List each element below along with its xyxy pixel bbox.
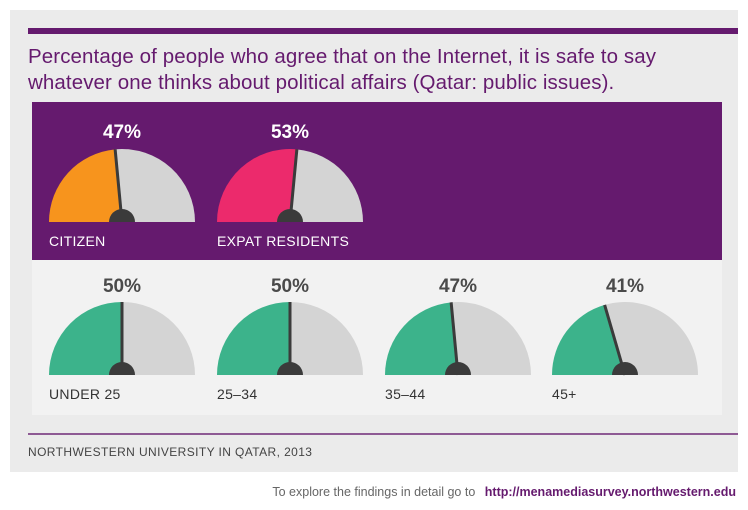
category-label-citizen: CITIZEN	[49, 233, 106, 249]
gauge-expat-residents: 53% EXPAT RESIDENTS	[217, 122, 363, 249]
category-label-expat-residents: EXPAT RESIDENTS	[217, 233, 349, 249]
value-label-25-34: 50%	[271, 276, 309, 297]
gauge-remainder-under-25	[122, 302, 195, 375]
footer-text: To explore the findings in detail go to	[272, 485, 476, 499]
gauge-hub-citizen	[109, 209, 135, 222]
gauge-under-25: 50% UNDER 25	[49, 276, 195, 402]
footer: To explore the findings in detail go to …	[272, 485, 736, 499]
source-rule	[28, 433, 738, 435]
gauge-fill-under-25	[49, 302, 122, 375]
gauge-fill-citizen	[49, 149, 122, 222]
gauge-hub-35-44	[445, 362, 471, 375]
category-label-35-44: 35–44	[385, 386, 425, 402]
category-label-25-34: 25–34	[217, 386, 257, 402]
gauge-fill-45	[552, 304, 625, 375]
category-label-under-25: UNDER 25	[49, 386, 121, 402]
source-note: NORTHWESTERN UNIVERSITY IN QATAR, 2013	[28, 445, 313, 459]
survey-link[interactable]: http://menamediasurvey.northwestern.edu	[484, 485, 736, 499]
gauge-remainder-25-34	[290, 302, 363, 375]
value-label-expat-residents: 53%	[271, 122, 309, 143]
gauge-hub-25-34	[277, 362, 303, 375]
value-label-45: 41%	[606, 276, 644, 297]
gauge-remainder-45	[604, 302, 698, 375]
value-label-35-44: 47%	[439, 276, 477, 297]
gauge-fill-35-44	[385, 302, 458, 375]
gauge-citizen: 47% CITIZEN	[49, 122, 195, 249]
gauge-remainder-expat-residents	[290, 149, 363, 222]
gauge-hub-under-25	[109, 362, 135, 375]
value-label-under-25: 50%	[103, 276, 141, 297]
value-label-citizen: 47%	[103, 122, 141, 143]
gauge-remainder-citizen	[115, 148, 195, 222]
gauge-fill-expat-residents	[217, 148, 297, 222]
gauge-fill-25-34	[217, 302, 290, 375]
title-rule	[28, 28, 738, 34]
gauge-45: 41% 45+	[552, 276, 698, 402]
gauge-remainder-35-44	[451, 301, 531, 375]
gauge-hub-expat-residents	[277, 209, 303, 222]
chart-title: Percentage of people who agree that on t…	[28, 45, 657, 94]
gauge-25-34: 50% 25–34	[217, 276, 363, 402]
gauge-hub-45	[612, 362, 638, 375]
gauge-35-44: 47% 35–44	[385, 276, 531, 402]
category-label-45: 45+	[552, 386, 577, 402]
